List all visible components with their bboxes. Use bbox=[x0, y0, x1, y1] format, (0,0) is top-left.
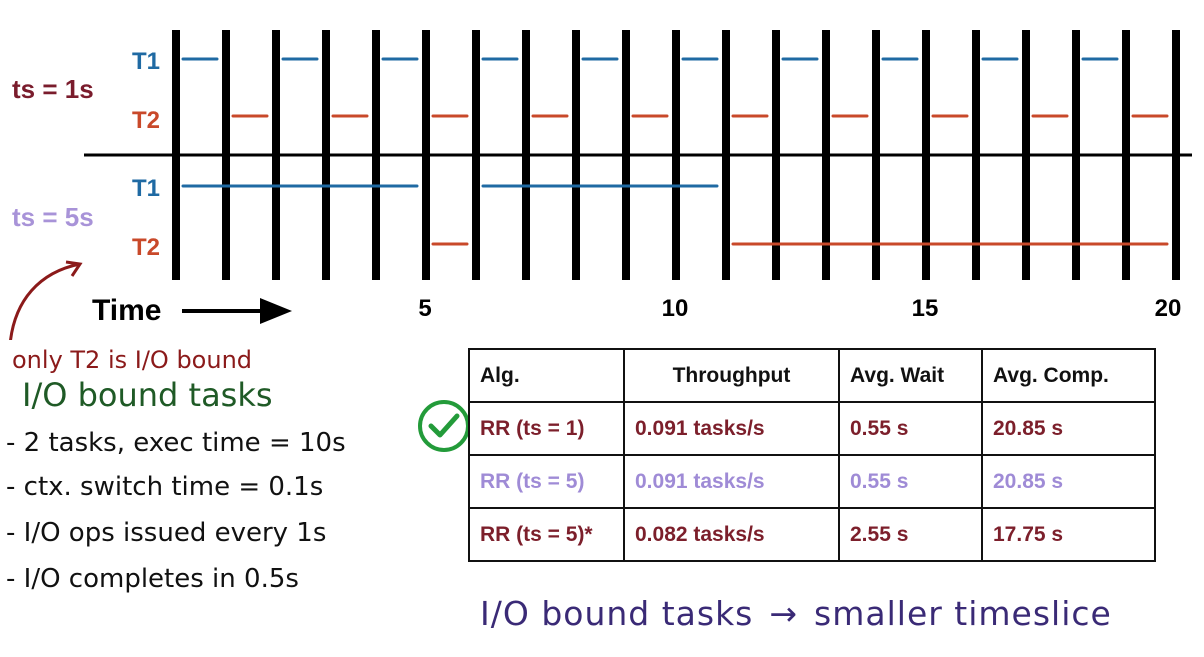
cell-alg: RR (ts = 1) bbox=[468, 401, 625, 456]
annotation-arrowhead-icon bbox=[65, 260, 83, 277]
table-header-row: Alg. Throughput Avg. Wait Avg. Comp. bbox=[468, 348, 1156, 403]
header-avg-comp: Avg. Comp. bbox=[981, 348, 1156, 403]
cell-comp: 17.75 s bbox=[981, 507, 1156, 562]
header-avg-wait: Avg. Wait bbox=[838, 348, 983, 403]
ts1-t1-label: T1 bbox=[132, 48, 160, 75]
cell-throughput: 0.082 tasks/s bbox=[623, 507, 840, 562]
note-item: - I/O ops issued every 1s bbox=[6, 518, 327, 548]
note-item: - ctx. switch time = 0.1s bbox=[6, 472, 324, 502]
cell-throughput: 0.091 tasks/s bbox=[623, 454, 840, 509]
tick-label: 10 bbox=[662, 295, 689, 322]
timeline-diagram: ts = 1s T1 T2 ts = 5s T1 T2 Time 5 10 15… bbox=[9, 30, 1192, 340]
io-bound-note: only T2 is I/O bound bbox=[12, 346, 253, 374]
table-row: RR (ts = 5)* 0.082 tasks/s 2.55 s 17.75 … bbox=[468, 507, 1156, 562]
notes-title: I/O bound tasks bbox=[22, 376, 273, 414]
table-row: RR (ts = 5) 0.091 tasks/s 0.55 s 20.85 s bbox=[468, 454, 1156, 509]
header-throughput: Throughput bbox=[623, 348, 840, 403]
cell-alg: RR (ts = 5) bbox=[468, 454, 625, 509]
time-arrow-icon bbox=[182, 298, 292, 324]
note-item: - 2 tasks, exec time = 10s bbox=[6, 428, 346, 458]
tick-label: 5 bbox=[418, 295, 431, 322]
checkmark-icon bbox=[418, 400, 470, 452]
ts5-label: ts = 5s bbox=[12, 202, 94, 232]
bottom-right-text: smaller timeslice bbox=[814, 594, 1112, 633]
cell-alg: RR (ts = 5)* bbox=[468, 507, 625, 562]
ts5-t1-label: T1 bbox=[132, 175, 160, 202]
ts5-t2-label: T2 bbox=[132, 234, 160, 261]
cell-wait: 0.55 s bbox=[838, 401, 983, 456]
task-segments bbox=[181, 57, 1169, 246]
tick-label: 20 bbox=[1155, 295, 1182, 322]
bottom-conclusion: I/O bound tasks → smaller timeslice bbox=[480, 594, 1112, 633]
header-alg: Alg. bbox=[468, 348, 625, 403]
cell-wait: 2.55 s bbox=[838, 507, 983, 562]
cell-throughput: 0.091 tasks/s bbox=[623, 401, 840, 456]
cell-comp: 20.85 s bbox=[981, 401, 1156, 456]
ts1-t2-label: T2 bbox=[132, 107, 160, 134]
cell-wait: 0.55 s bbox=[838, 454, 983, 509]
table-row: RR (ts = 1) 0.091 tasks/s 0.55 s 20.85 s bbox=[468, 401, 1156, 456]
bottom-left-text: I/O bound tasks bbox=[480, 594, 754, 633]
cell-comp: 20.85 s bbox=[981, 454, 1156, 509]
ts1-label: ts = 1s bbox=[12, 74, 94, 104]
results-table: Alg. Throughput Avg. Wait Avg. Comp. RR … bbox=[468, 348, 1156, 562]
note-item: - I/O completes in 0.5s bbox=[6, 564, 299, 594]
right-arrow-icon: → bbox=[769, 594, 799, 633]
tick-label: 15 bbox=[912, 295, 939, 322]
annotation-arrow-icon bbox=[9, 262, 81, 340]
time-axis-label: Time bbox=[92, 294, 161, 327]
